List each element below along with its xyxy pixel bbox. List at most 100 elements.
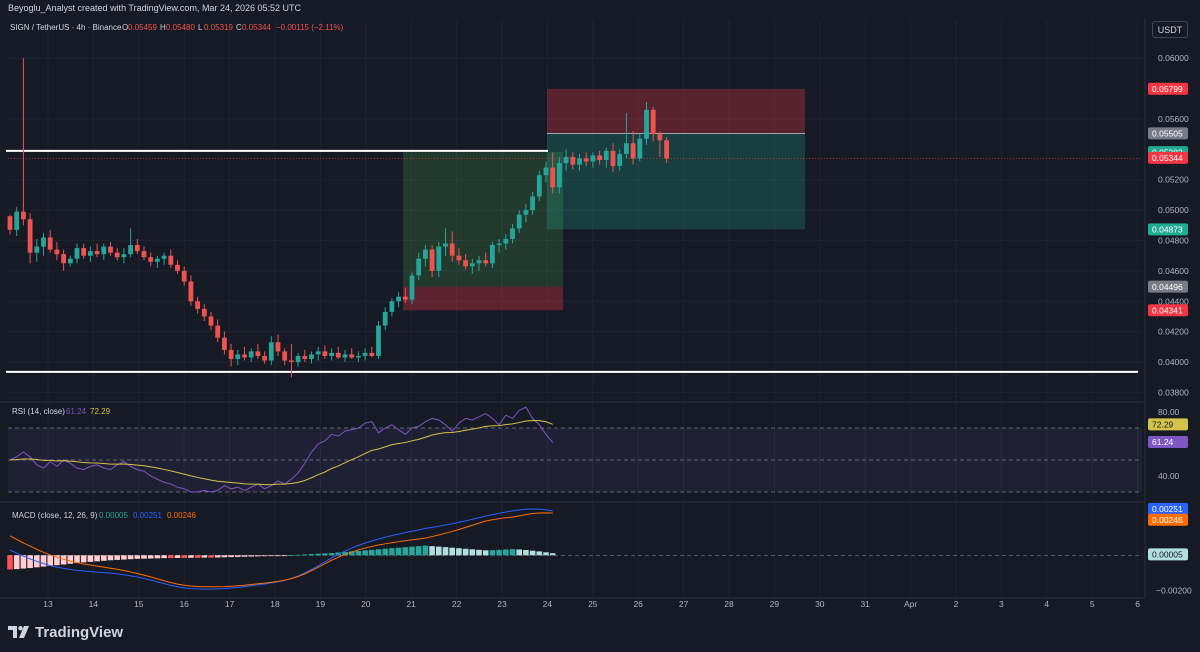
macd-histogram-bar xyxy=(281,555,288,557)
time-axis-label: 24 xyxy=(543,599,553,609)
candle-body xyxy=(315,351,321,355)
price-tag: 0.04873 xyxy=(1152,225,1183,235)
price-axis-label: 0.05600 xyxy=(1158,114,1189,124)
candle-body xyxy=(570,156,576,165)
time-axis-label: 6 xyxy=(1135,599,1140,609)
price-tag-bg xyxy=(1148,127,1188,140)
candle-body xyxy=(443,243,448,247)
candle-body xyxy=(235,354,241,359)
candle-body xyxy=(295,355,301,363)
candle-body xyxy=(94,251,100,255)
macd-histogram-bar xyxy=(362,550,368,556)
candle-body xyxy=(536,175,542,197)
macd-axis-label: −0.00200 xyxy=(1156,586,1192,596)
candle-body xyxy=(27,219,33,253)
header-bar: Beyoglu_Analyst created with TradingView… xyxy=(0,0,1200,18)
currency-button[interactable]: USDT xyxy=(1152,21,1188,38)
macd-histogram-bar xyxy=(355,550,362,556)
candle-body xyxy=(463,260,468,267)
candle-body xyxy=(449,243,455,256)
time-axis-label: 20 xyxy=(361,599,371,609)
candle-body xyxy=(134,245,140,252)
rsi-ma-tag-bg xyxy=(1148,418,1188,431)
macd-tag-bg xyxy=(1148,502,1188,515)
macd-histogram-bar xyxy=(456,548,462,556)
macd-histogram-bar xyxy=(255,555,261,557)
short-position-profit-zone xyxy=(547,133,805,230)
time-axis-label: 22 xyxy=(452,599,462,609)
time-axis-label: 30 xyxy=(815,599,825,609)
ohlc-label: O xyxy=(122,23,128,32)
time-axis-label: 19 xyxy=(316,599,326,609)
histogram-tag: 0.00005 xyxy=(1152,550,1183,560)
time-axis-label: 23 xyxy=(497,599,507,609)
signal-tag-bg xyxy=(1148,513,1188,526)
candle-body xyxy=(67,258,73,264)
candle-body xyxy=(54,249,60,255)
macd-histogram-bar xyxy=(395,547,402,556)
candle-body xyxy=(530,196,535,211)
ohlc-label: C xyxy=(236,23,242,32)
candle-body xyxy=(322,351,328,356)
candle-body xyxy=(335,352,341,358)
macd-histogram-bar xyxy=(409,546,415,556)
candle-body xyxy=(577,158,582,165)
macd-histogram-bar xyxy=(275,555,281,557)
macd-histogram-bar xyxy=(181,555,187,558)
macd-signal-line xyxy=(9,512,553,588)
rsi-axis-label: 80.00 xyxy=(1158,407,1180,417)
candle-body xyxy=(168,255,174,265)
candle-body xyxy=(644,109,649,139)
macd-histogram-bar xyxy=(27,555,33,569)
price-tag: 0.04341 xyxy=(1152,305,1183,315)
ohlc-label: L xyxy=(198,23,203,32)
candle-body xyxy=(282,351,288,361)
macd-histogram-bar xyxy=(348,551,355,556)
macd-histogram-bar xyxy=(20,555,27,569)
macd-histogram-bar xyxy=(509,549,516,556)
short-position-loss-zone xyxy=(547,88,805,134)
signal-tag: 0.00246 xyxy=(1152,515,1183,525)
candle-body xyxy=(81,248,87,256)
author-credit: Beyoglu_Analyst created with TradingView… xyxy=(8,3,301,13)
candle-body xyxy=(121,254,127,258)
candle-body xyxy=(389,301,395,312)
macd-histogram-bar xyxy=(80,555,87,563)
candle-body xyxy=(309,354,314,359)
macd-histogram-bar xyxy=(13,555,20,570)
candle-body xyxy=(14,211,20,230)
long-position-profit-zone xyxy=(403,152,563,287)
candle-body xyxy=(624,143,629,154)
rsi-axis-label: 40.00 xyxy=(1158,471,1180,481)
candle-body xyxy=(242,354,247,358)
candle-body xyxy=(88,251,93,256)
macd-histogram-bar xyxy=(221,555,228,558)
macd-histogram-bar xyxy=(54,555,60,566)
price-tag: 0.05799 xyxy=(1152,84,1183,94)
macd-histogram-bar xyxy=(436,546,442,556)
candle-body xyxy=(550,167,556,188)
candle-body xyxy=(208,316,214,326)
macd-histogram-bar xyxy=(248,555,254,557)
macd-histogram-bar xyxy=(7,555,13,570)
macd-hist-value: 0.00005 xyxy=(99,511,128,520)
macd-histogram-bar xyxy=(529,550,536,556)
candle-body xyxy=(510,228,515,239)
candle-body xyxy=(181,270,187,282)
macd-histogram-bar xyxy=(429,546,435,556)
macd-signal-value: 0.00246 xyxy=(167,511,196,520)
macd-histogram-bar xyxy=(101,555,107,561)
macd-title: MACD (close, 12, 26, 9) xyxy=(12,511,98,520)
macd-histogram-bar xyxy=(147,555,154,559)
macd-histogram-bar xyxy=(40,555,47,567)
tradingview-logo[interactable]: TradingView xyxy=(8,622,123,642)
ohlc-value: 0.05344 xyxy=(242,23,271,32)
price-tag-bg xyxy=(1148,82,1188,95)
time-axis-label: 15 xyxy=(134,599,144,609)
candle-body xyxy=(128,245,133,255)
rsi-title: RSI (14, close) xyxy=(12,407,65,416)
rsi-ma-value: 72.29 xyxy=(90,407,111,416)
macd-value: 0.00251 xyxy=(133,511,162,520)
price-axis-label: 0.05000 xyxy=(1158,205,1189,215)
